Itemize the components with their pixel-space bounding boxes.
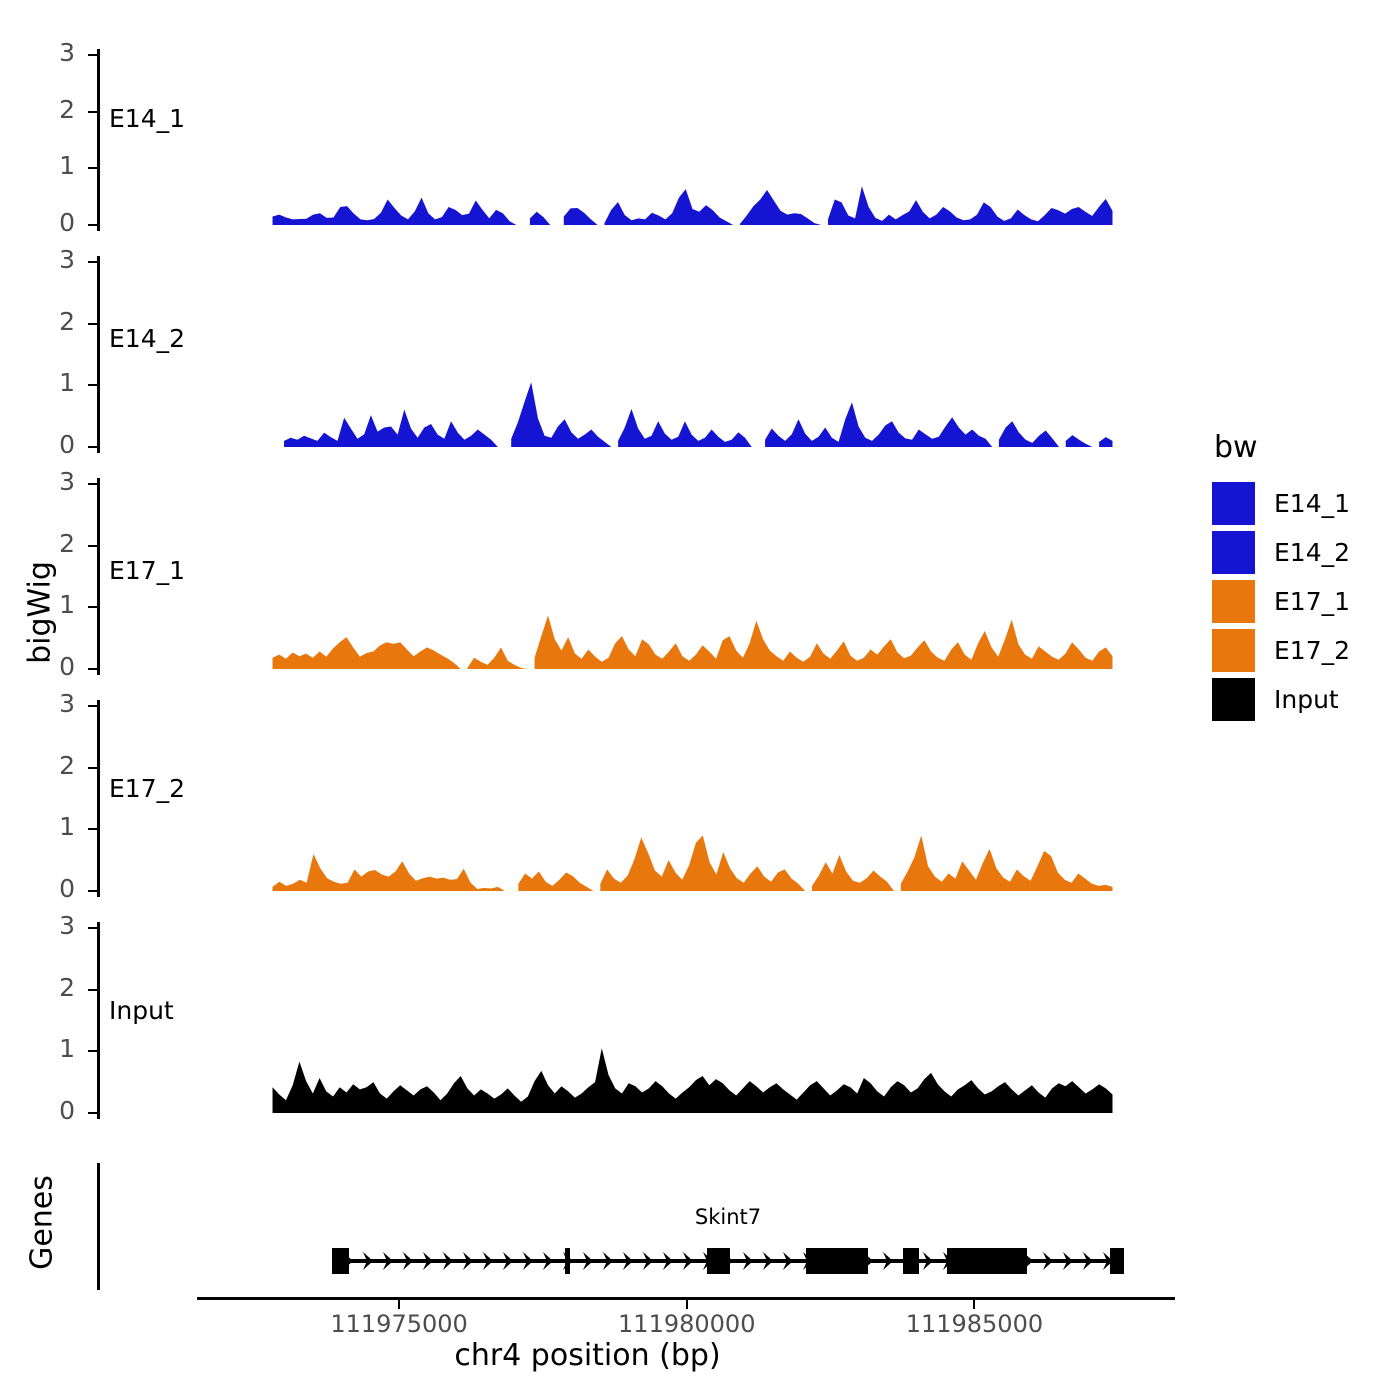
y-tick-mark <box>88 766 97 769</box>
y-tick-mark <box>88 261 97 263</box>
track-label-e14_1: E14_1 <box>109 104 186 133</box>
y-tick-label: 0 <box>59 652 75 681</box>
y-tick-label: 0 <box>59 874 75 903</box>
y-tick-label: 1 <box>59 368 75 398</box>
y-tick-label: 2 <box>59 306 75 336</box>
y-tick-mark <box>88 1112 97 1114</box>
y-tick-label: 3 <box>59 911 75 940</box>
coverage-track-e17_1 <box>272 615 1113 669</box>
y-tick-label: 0 <box>59 430 75 459</box>
x-tick-mark <box>398 1300 401 1309</box>
y-tick-mark <box>88 110 97 113</box>
coverage-track-e17_2 <box>272 835 1113 891</box>
legend-item-label: E14_1 <box>1274 489 1351 518</box>
legend-item-label: E17_1 <box>1274 587 1351 616</box>
y-axis-line-e14_1 <box>97 49 100 231</box>
y-tick-mark <box>88 384 97 387</box>
y-tick-mark <box>88 167 97 170</box>
gene-model-track[interactable] <box>0 1235 1180 1295</box>
y-tick-mark <box>88 890 97 892</box>
track-label-e17_2: E17_2 <box>109 774 186 803</box>
legend-item-label: E14_2 <box>1274 538 1351 567</box>
y-axis-line-e14_2 <box>97 256 100 453</box>
legend-title: bw <box>1214 430 1258 465</box>
y-tick-mark <box>88 927 97 929</box>
x-tick-label: 111975000 <box>330 1310 468 1338</box>
y-tick-mark <box>88 1050 97 1053</box>
legend: bw E14_1 E14_2 E17_1 E17_2 Input <box>1212 430 1397 726</box>
y-tick-label: 2 <box>59 94 75 124</box>
x-tick-label: 111985000 <box>905 1310 1044 1338</box>
legend-color-swatch <box>1212 678 1255 721</box>
coverage-track-input <box>272 1048 1113 1113</box>
x-axis-line <box>197 1297 1175 1300</box>
y-axis-line-input <box>97 922 100 1119</box>
y-tick-label: 3 <box>59 689 75 718</box>
track-label-e17_1: E17_1 <box>109 556 186 585</box>
legend-item-e17_2[interactable]: E17_2 <box>1212 628 1397 673</box>
y-tick-mark <box>88 224 97 226</box>
y-tick-mark <box>88 606 97 609</box>
y-tick-label: 1 <box>59 812 75 842</box>
y-tick-label: 1 <box>59 1034 75 1064</box>
legend-item-e14_1[interactable]: E14_1 <box>1212 481 1397 526</box>
y-tick-mark <box>88 705 97 707</box>
y-tick-mark <box>88 483 97 485</box>
y-tick-label: 2 <box>59 528 75 558</box>
legend-color-swatch <box>1212 629 1255 672</box>
legend-item-input[interactable]: Input <box>1212 677 1397 722</box>
legend-color-swatch <box>1212 531 1255 574</box>
y-tick-mark <box>88 988 97 991</box>
legend-item-e14_2[interactable]: E14_2 <box>1212 530 1397 575</box>
y-tick-mark <box>88 54 97 56</box>
x-tick-label: 111980000 <box>618 1310 756 1338</box>
gene-name-label: Skint7 <box>694 1205 762 1229</box>
y-axis-line-e17_1 <box>97 478 100 675</box>
y-axis-line-e17_2 <box>97 700 100 897</box>
track-label-e14_2: E14_2 <box>109 324 186 353</box>
y-tick-label: 1 <box>59 590 75 620</box>
legend-item-label: E17_2 <box>1274 636 1351 665</box>
y-tick-mark <box>88 322 97 325</box>
coverage-track-e14_2 <box>284 382 1113 447</box>
y-tick-label: 2 <box>59 972 75 1002</box>
y-tick-label: 2 <box>59 750 75 780</box>
y-tick-label: 3 <box>59 245 75 274</box>
y-tick-label: 0 <box>59 1096 75 1125</box>
coverage-track-e14_1 <box>272 186 1113 225</box>
x-axis-title: chr4 position (bp) <box>454 1338 721 1373</box>
y-tick-label: 1 <box>59 151 75 181</box>
legend-color-swatch <box>1212 580 1255 623</box>
legend-item-label: Input <box>1274 685 1339 714</box>
x-tick-mark <box>973 1300 976 1309</box>
y-tick-mark <box>88 668 97 670</box>
y-tick-mark <box>88 544 97 547</box>
x-tick-mark <box>685 1300 688 1309</box>
legend-color-swatch <box>1212 482 1255 525</box>
genes-axis-line <box>97 1163 100 1290</box>
y-tick-label: 3 <box>59 38 75 67</box>
y-tick-mark <box>88 828 97 831</box>
y-tick-label: 0 <box>59 208 75 237</box>
y-tick-mark <box>88 446 97 448</box>
track-label-input: Input <box>109 996 174 1025</box>
legend-item-e17_1[interactable]: E17_1 <box>1212 579 1397 624</box>
y-tick-label: 3 <box>59 467 75 496</box>
